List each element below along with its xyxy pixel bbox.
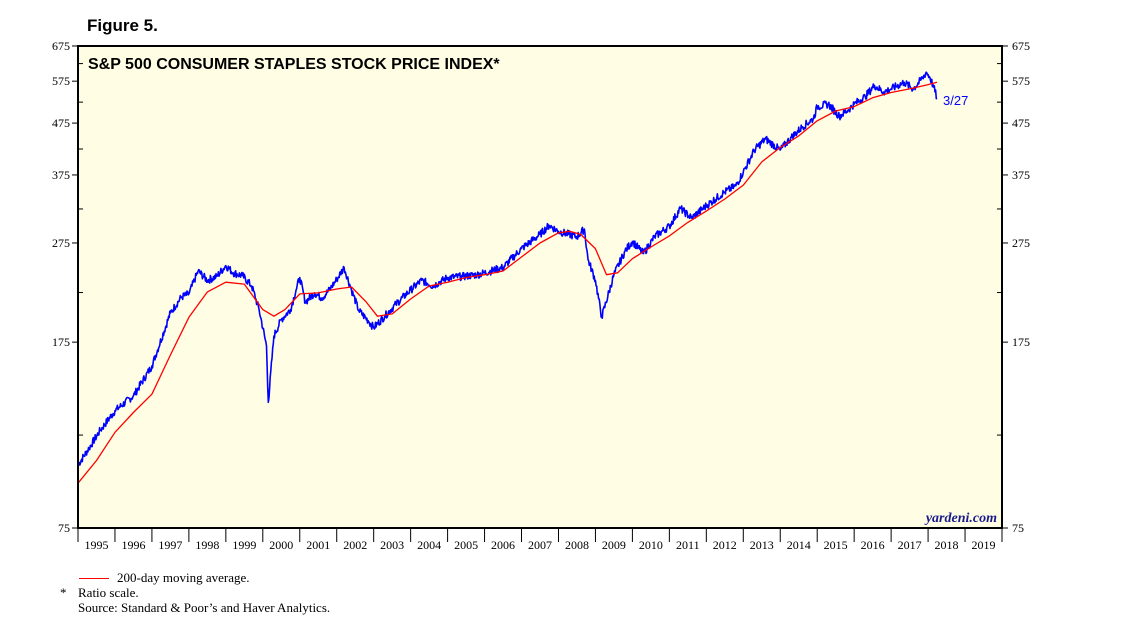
x-tick-label: 2009: [602, 538, 626, 552]
x-tick-label: 2001: [306, 538, 330, 552]
y-tick-label-left: 375: [52, 168, 70, 182]
x-tick-label: 2006: [491, 538, 515, 552]
stock-price-chart: S&P 500 CONSUMER STAPLES STOCK PRICE IND…: [52, 39, 1030, 552]
x-tick-label: 1996: [121, 538, 145, 552]
x-tick-label: 2003: [380, 538, 404, 552]
x-tick-label: 2000: [269, 538, 293, 552]
x-tick-label: 2012: [713, 538, 737, 552]
y-axis-right: 75 175 275 375 475 575 675: [1012, 39, 1030, 535]
x-tick-label: 2002: [343, 538, 367, 552]
y-tick-label-left: 275: [52, 236, 70, 250]
end-date-annotation: 3/27: [943, 93, 968, 108]
y-tick-label-right: 175: [1012, 335, 1030, 349]
plot-area: [78, 46, 1002, 528]
x-tick-label: 2007: [528, 538, 552, 552]
x-tick-label: 1995: [84, 538, 108, 552]
y-tick-label-left: 475: [52, 116, 70, 130]
figure-label: Figure 5.: [87, 16, 158, 35]
x-tick-label: 2004: [417, 538, 441, 552]
y-tick-label-left: 75: [58, 521, 70, 535]
source-note: Source: Standard & Poor’s and Haver Anal…: [78, 600, 331, 615]
x-tick-label: 2016: [861, 538, 885, 552]
x-tick-label: 2018: [935, 538, 959, 552]
y-tick-label-left: 575: [52, 74, 70, 88]
x-tick-label: 2014: [787, 538, 811, 552]
x-tick-label: 2019: [972, 538, 996, 552]
ratio-marker: *: [60, 585, 67, 600]
moving-average-legend-swatch: [79, 578, 109, 579]
y-tick-label-right: 575: [1012, 74, 1030, 88]
watermark: yardeni.com: [924, 511, 997, 526]
x-tick-label: 2005: [454, 538, 478, 552]
x-tick-label: 2013: [750, 538, 774, 552]
y-tick-label-right: 375: [1012, 168, 1030, 182]
price-series-line: [77, 71, 938, 466]
plot-frame: [77, 45, 1003, 529]
x-tick-label: 2015: [824, 538, 848, 552]
y-axis-left: 75 175 275 375 475 575 675: [52, 39, 70, 535]
x-tick-label: 1998: [195, 538, 219, 552]
ratio-scale-note: Ratio scale.: [78, 585, 139, 600]
x-tick-label: 2011: [676, 538, 700, 552]
y-tick-label-right: 675: [1012, 39, 1030, 53]
x-tick-label: 1997: [158, 538, 182, 552]
chart-title: S&P 500 CONSUMER STAPLES STOCK PRICE IND…: [88, 56, 500, 73]
x-tick-label: 1999: [232, 538, 256, 552]
y-tick-label-right: 275: [1012, 236, 1030, 250]
x-axis: 1995 1996 1997 1998 1999 2000 2001 2002 2003 2004…: [77, 528, 1003, 552]
y-tick-label-right: 475: [1012, 116, 1030, 130]
y-tick-label-left: 175: [52, 335, 70, 349]
series-layer: [77, 71, 938, 484]
x-tick-label: 2010: [639, 538, 663, 552]
chart-notes: 200-day moving average. * Ratio scale. S…: [0, 566, 600, 626]
y-tick-label-right: 75: [1012, 521, 1024, 535]
moving-average-line: [77, 81, 938, 484]
moving-average-legend-label: 200-day moving average.: [117, 570, 250, 585]
x-tick-label: 2008: [565, 538, 589, 552]
x-tick-label: 2017: [898, 538, 922, 552]
y-tick-label-left: 675: [52, 39, 70, 53]
